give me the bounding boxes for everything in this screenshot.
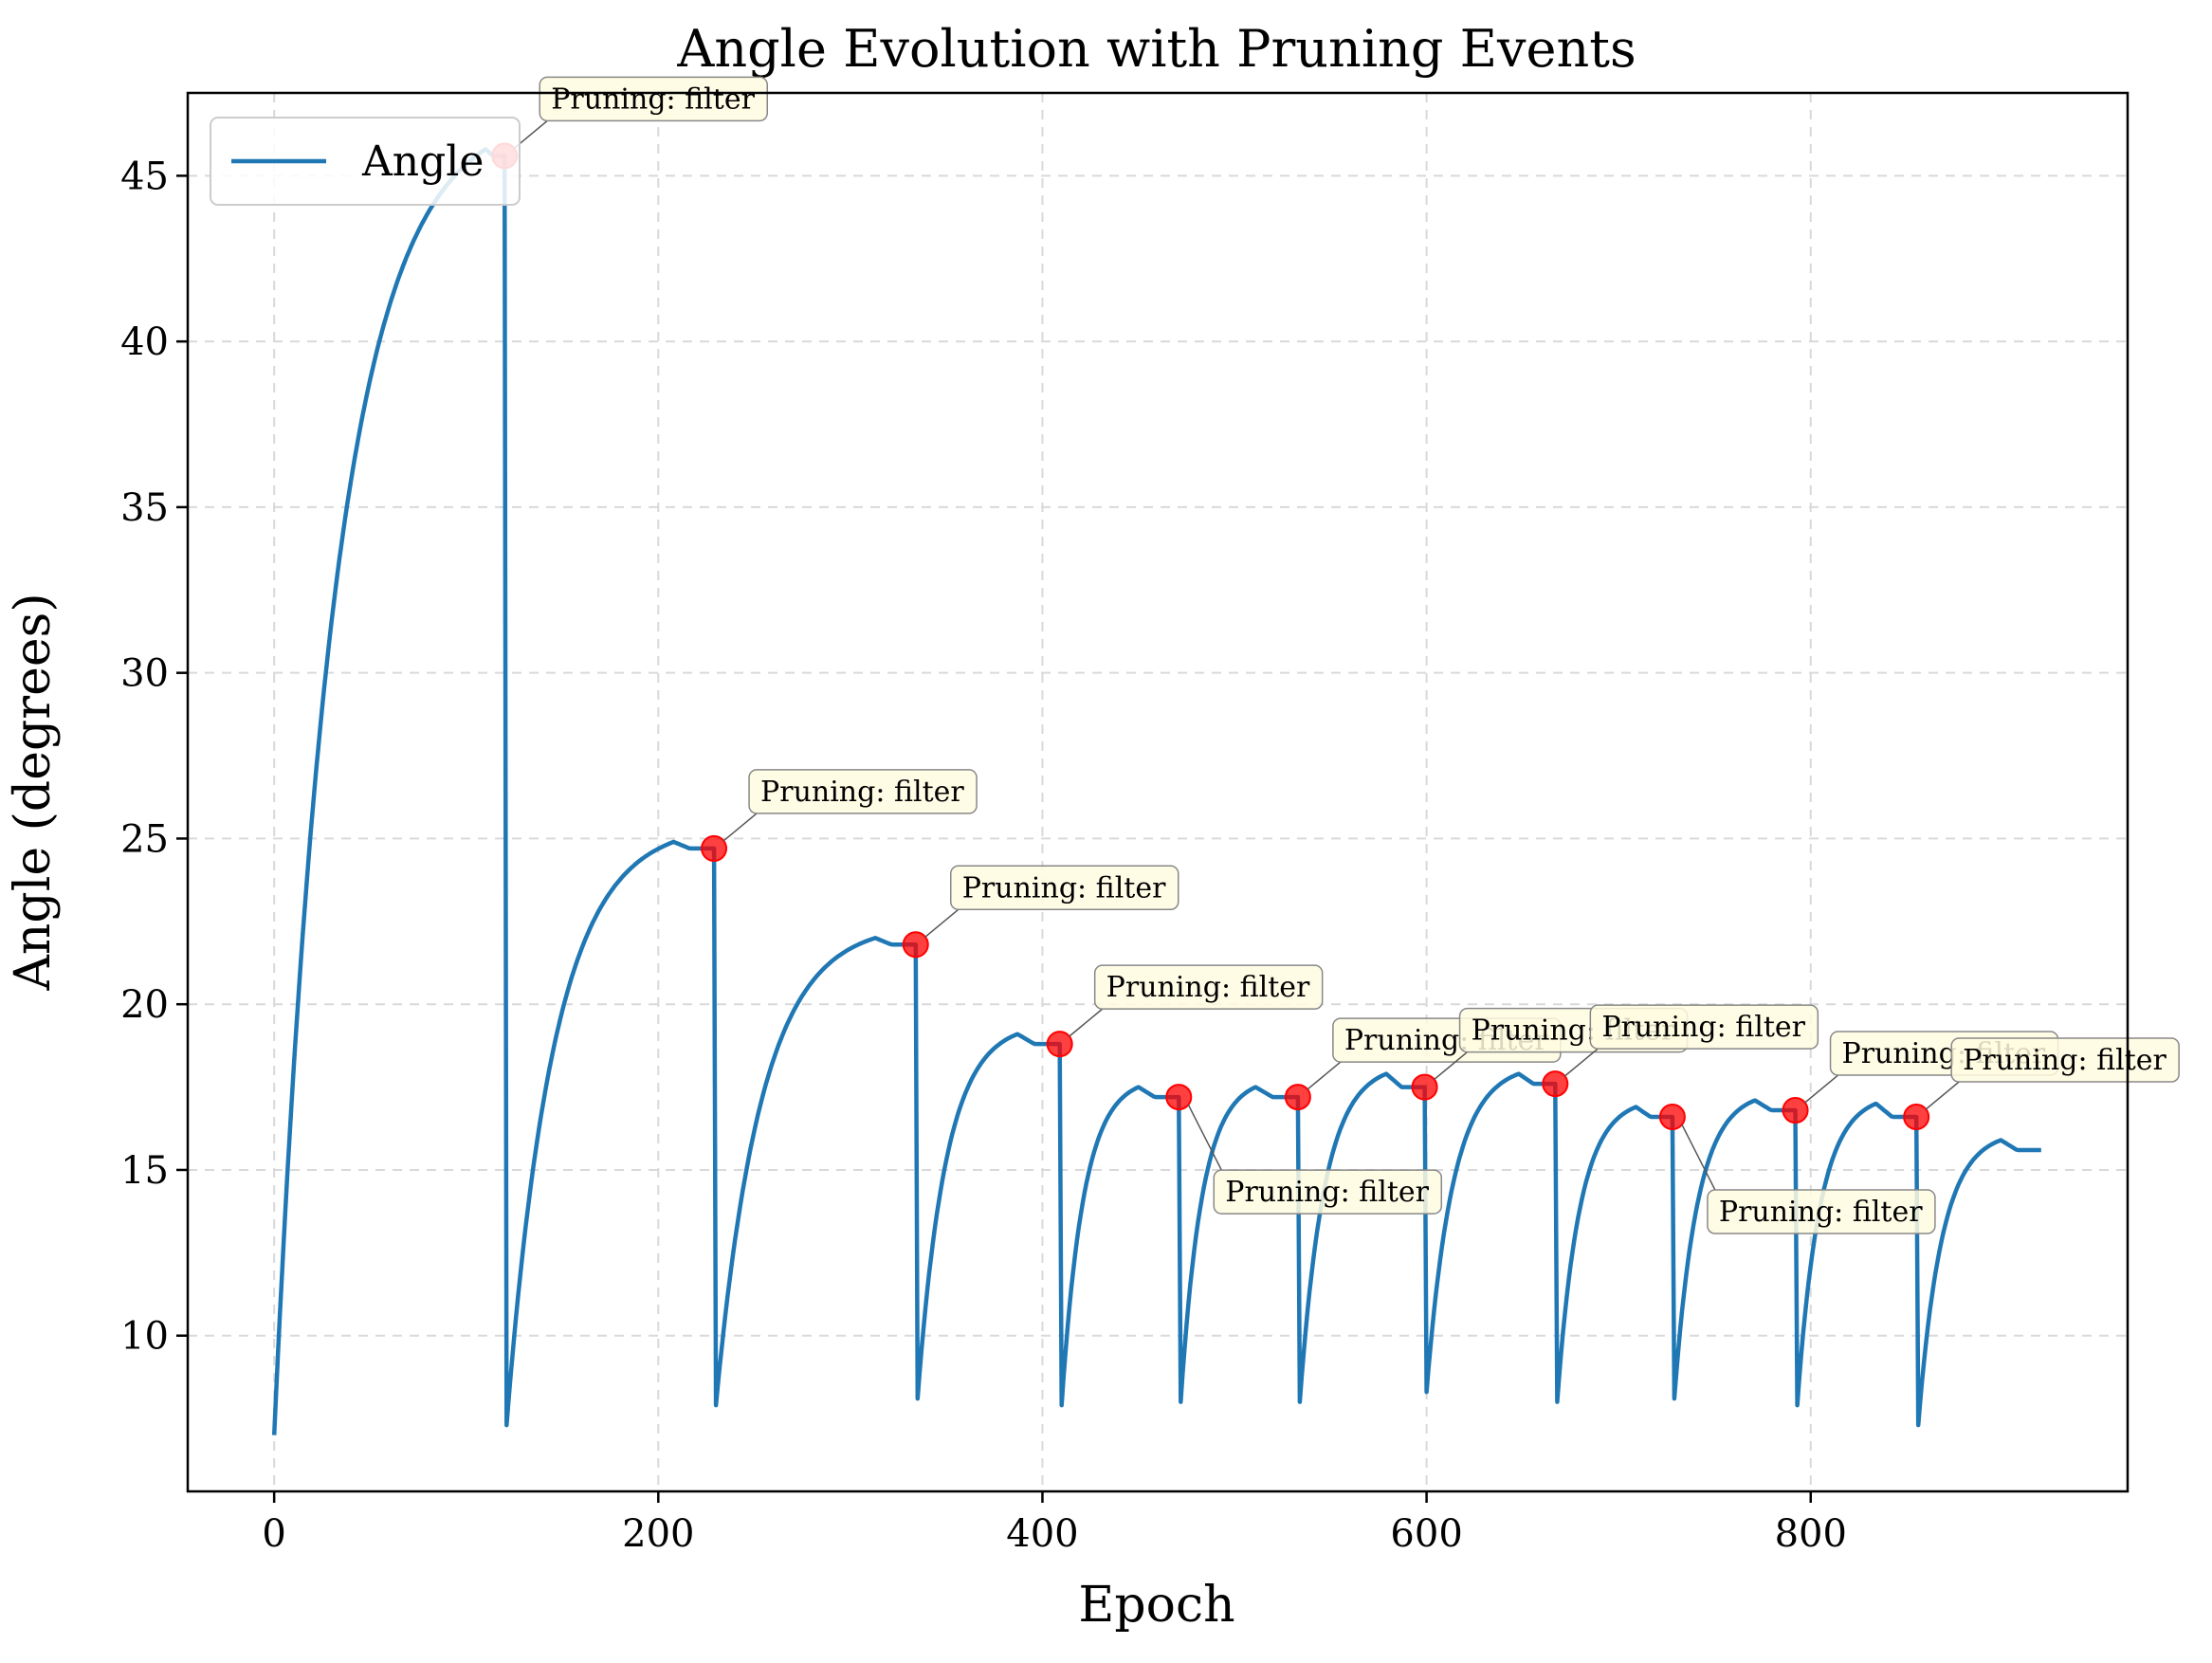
line-layer: [271, 147, 2042, 1435]
pruning-annotation: Pruning: filter: [722, 769, 978, 842]
pruning-marker: [1658, 1104, 1686, 1131]
series-line-angle: [271, 147, 2042, 1435]
pruning-annotation: Pruning: filter: [1187, 1104, 1443, 1215]
plot-frame: [186, 91, 2130, 1493]
annotation-box: [748, 769, 978, 814]
x-tick-label: 600: [1390, 1512, 1462, 1556]
pruning-marker: [1284, 1084, 1311, 1111]
annotation-arrow: [1804, 1074, 1839, 1104]
pruning-annotation: Pruning: filter: [1925, 1037, 2180, 1110]
annotation-arrow: [1563, 1048, 1599, 1077]
annotation-label: Pruning: filter: [1719, 1196, 1923, 1229]
annotation-box: [1093, 964, 1324, 1010]
annotation-arrow: [1069, 1008, 1104, 1037]
annotation-label: Pruning: filter: [760, 776, 964, 809]
annotation-label: Pruning: filter: [962, 871, 1166, 905]
pruning-marker: [1046, 1031, 1073, 1058]
annotation-label: Pruning: filter: [1601, 1011, 1805, 1044]
annotation-arrow: [1681, 1124, 1716, 1191]
y-tick-label: 20: [120, 983, 169, 1027]
annotation-label: Pruning: filter: [1106, 971, 1310, 1004]
pruning-annotation: Pruning: filter: [1563, 1004, 1819, 1077]
annotation-box: [1707, 1189, 1936, 1234]
annotation-arrow: [1187, 1104, 1222, 1171]
annotation-arrow: [1925, 1081, 1960, 1110]
annotation-box: [539, 76, 768, 122]
tick-layer: 0 200 400 600 800 10 15 20 25 30 35 40 45: [120, 155, 1847, 1556]
annotation-layer: Pruning: filter Pruning: filter Pruning: f…: [513, 76, 2180, 1234]
y-tick-label: 10: [120, 1315, 169, 1359]
y-tick-label: 40: [120, 320, 169, 364]
pruning-marker: [1542, 1070, 1569, 1098]
annotation-arrow: [1434, 1051, 1469, 1081]
annotation-box: [1589, 1004, 1819, 1050]
pruning-marker: [701, 834, 728, 862]
pruning-annotation: Pruning: filter: [1069, 964, 1324, 1037]
annotation-box: [950, 865, 1179, 911]
y-tick-label: 35: [120, 486, 169, 530]
y-tick-label: 25: [120, 817, 169, 861]
annotation-label: Pruning: filter: [1963, 1044, 2166, 1077]
annotation-box: [1213, 1169, 1443, 1215]
legend: Angle: [210, 117, 521, 206]
y-axis-label: Angle (degrees): [5, 593, 62, 991]
pruning-marker: [902, 931, 929, 959]
pruning-annotation: Pruning: filter: [1681, 1124, 1936, 1234]
x-axis-label: Epoch: [1078, 1577, 1234, 1634]
y-tick-label: 45: [120, 155, 169, 198]
annotation-box: [1950, 1037, 2180, 1083]
annotation-arrow: [924, 908, 960, 938]
annotation-label: Pruning: filter: [1225, 1176, 1429, 1209]
chart-title: Angle Evolution with Pruning Events: [676, 19, 1636, 79]
x-tick-label: 400: [1006, 1512, 1078, 1556]
pruning-marker: [1903, 1104, 1930, 1131]
annotation-arrow: [1307, 1061, 1342, 1090]
legend-box: [210, 117, 521, 206]
annotation-label: Pruning: filter: [551, 82, 755, 116]
legend-label: Angle: [361, 137, 484, 186]
y-tick-label: 30: [120, 652, 169, 696]
pruning-marker: [1782, 1097, 1809, 1124]
annotation-arrow: [722, 813, 758, 842]
x-tick-label: 0: [262, 1512, 285, 1556]
pruning-annotation: Pruning: filter: [513, 76, 768, 149]
pruning-marker: [1165, 1084, 1193, 1111]
x-tick-label: 800: [1775, 1512, 1847, 1556]
x-tick-label: 200: [622, 1512, 694, 1556]
pruning-marker: [1411, 1073, 1438, 1101]
pruning-annotation: Pruning: filter: [924, 865, 1179, 938]
y-tick-label: 15: [120, 1149, 169, 1193]
